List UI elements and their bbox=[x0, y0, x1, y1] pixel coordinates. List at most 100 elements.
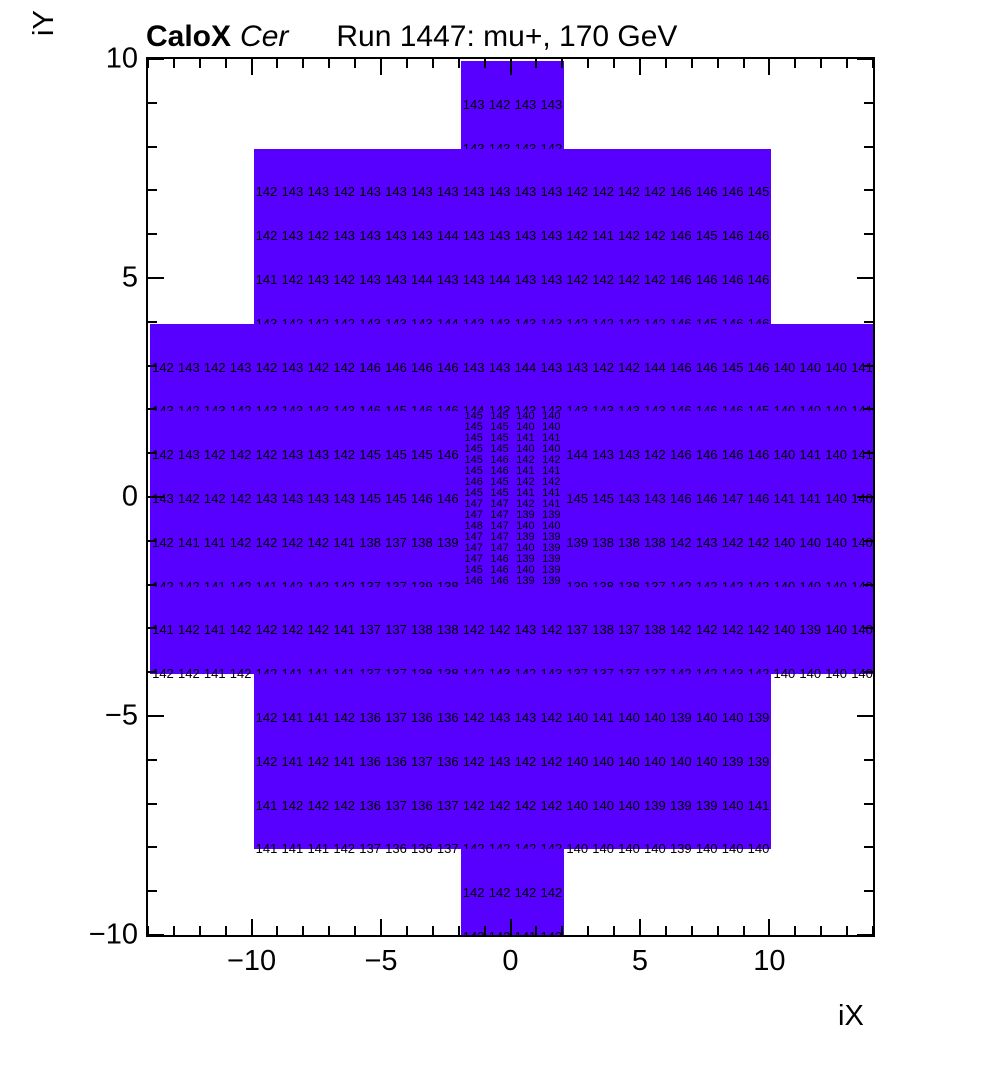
x-tick-mark bbox=[172, 59, 175, 68]
heat-region-upper-arm bbox=[253, 148, 772, 324]
heat-cell: 136 bbox=[436, 710, 459, 725]
y-tick-mark bbox=[857, 934, 873, 936]
heat-cell: 142 bbox=[255, 359, 278, 375]
x-tick-mark bbox=[250, 59, 253, 75]
heat-cell: 139 bbox=[516, 552, 535, 565]
heat-cell: 140 bbox=[516, 410, 535, 423]
heat-cell: 143 bbox=[514, 710, 537, 725]
heat-cell: 146 bbox=[695, 491, 718, 506]
heat-cell: 139 bbox=[542, 508, 561, 521]
heat-cell: 142 bbox=[644, 272, 666, 287]
heat-cell: 140 bbox=[825, 491, 847, 506]
heat-cell: 143 bbox=[281, 447, 304, 463]
y-tick-mark bbox=[864, 320, 873, 323]
heat-cell: 140 bbox=[799, 666, 822, 682]
heat-cell: 142 bbox=[644, 447, 666, 463]
x-tick-mark bbox=[587, 926, 590, 935]
y-tick-label: 5 bbox=[121, 261, 138, 294]
heat-cell: 142 bbox=[255, 753, 278, 769]
y-tick-mark bbox=[148, 758, 157, 761]
y-tick-mark bbox=[857, 715, 873, 717]
x-tick-mark bbox=[224, 59, 227, 68]
x-tick-mark bbox=[664, 926, 667, 935]
heat-cell: 138 bbox=[592, 534, 614, 550]
heat-cell: 142 bbox=[540, 797, 563, 813]
heat-cell: 139 bbox=[566, 534, 589, 550]
heat-cell: 146 bbox=[695, 272, 718, 287]
heat-cell: 142 bbox=[462, 885, 485, 901]
heat-cell: 142 bbox=[152, 666, 174, 682]
heat-cell: 138 bbox=[436, 622, 459, 638]
heat-cell: 146 bbox=[490, 552, 509, 565]
x-tick-mark bbox=[276, 926, 279, 935]
x-tick-mark bbox=[768, 919, 771, 935]
heat-cell: 141 bbox=[152, 622, 174, 638]
y-tick-mark bbox=[864, 189, 873, 192]
x-tick-mark bbox=[716, 59, 719, 68]
heat-cell: 146 bbox=[695, 184, 718, 200]
heat-cell: 142 bbox=[747, 534, 770, 550]
heat-cell: 146 bbox=[721, 228, 744, 244]
heat-cell: 140 bbox=[721, 797, 744, 813]
heat-cell: 142 bbox=[516, 454, 535, 467]
heat-cell: 147 bbox=[490, 497, 509, 510]
heat-cell: 143 bbox=[281, 184, 304, 200]
heat-cell: 140 bbox=[695, 710, 718, 725]
heat-region-top-tab bbox=[460, 61, 565, 149]
heat-cell: 142 bbox=[307, 534, 330, 550]
heat-cell: 139 bbox=[669, 841, 692, 857]
heat-cell: 141 bbox=[773, 491, 796, 506]
heat-cell: 140 bbox=[851, 666, 873, 682]
heat-cell: 141 bbox=[542, 497, 561, 510]
heat-cell: 139 bbox=[542, 552, 561, 565]
heat-cell: 143 bbox=[462, 359, 485, 375]
heat-cell: 143 bbox=[540, 272, 563, 287]
heat-cell: 146 bbox=[721, 272, 744, 287]
heat-cell: 142 bbox=[177, 622, 200, 638]
heat-cell: 145 bbox=[464, 487, 483, 500]
heat-cell: 142 bbox=[229, 447, 252, 463]
heat-cell: 146 bbox=[669, 184, 692, 200]
heat-cell: 140 bbox=[799, 534, 822, 550]
x-tick-mark bbox=[302, 59, 305, 68]
heat-cell: 140 bbox=[644, 841, 666, 857]
heat-cell: 142 bbox=[669, 622, 692, 638]
heat-cell: 136 bbox=[359, 753, 381, 769]
heat-cell: 141 bbox=[333, 534, 356, 550]
heat-cell: 141 bbox=[255, 797, 278, 813]
heat-cell: 140 bbox=[516, 443, 535, 456]
x-tick-label: −5 bbox=[364, 945, 398, 977]
heat-cell: 142 bbox=[566, 272, 589, 287]
heat-cell: 140 bbox=[542, 410, 561, 423]
heat-cell: 141 bbox=[333, 753, 356, 769]
heat-cell: 141 bbox=[281, 710, 304, 725]
heat-cell: 141 bbox=[516, 432, 535, 445]
heat-cell: 136 bbox=[411, 841, 433, 857]
y-tick-mark bbox=[148, 452, 157, 455]
heat-cell: 137 bbox=[385, 534, 407, 550]
heat-cell: 141 bbox=[307, 710, 330, 725]
y-tick-mark bbox=[864, 145, 873, 148]
heat-cell: 142 bbox=[203, 447, 226, 463]
x-tick-mark bbox=[354, 59, 357, 68]
y-tick-mark bbox=[148, 583, 157, 586]
heat-cell: 142 bbox=[307, 228, 330, 244]
x-tick-mark bbox=[431, 926, 434, 935]
y-tick-mark bbox=[148, 408, 157, 411]
heat-cell: 146 bbox=[464, 574, 483, 587]
heat-cell: 139 bbox=[799, 622, 822, 638]
x-tick-mark bbox=[302, 926, 305, 935]
heat-cell: 140 bbox=[773, 447, 796, 463]
heat-cell: 142 bbox=[152, 447, 174, 463]
heat-cell: 146 bbox=[721, 184, 744, 200]
heat-cell: 143 bbox=[540, 96, 563, 112]
x-tick-mark bbox=[561, 59, 564, 68]
heat-cell: 140 bbox=[799, 359, 822, 375]
heat-cell: 143 bbox=[436, 272, 459, 287]
heat-cell: 143 bbox=[566, 359, 589, 375]
heat-cell: 145 bbox=[490, 487, 509, 500]
heat-cell: 138 bbox=[644, 622, 666, 638]
heat-cell: 140 bbox=[542, 443, 561, 456]
heat-cell: 142 bbox=[516, 497, 535, 510]
x-tick-mark bbox=[405, 59, 408, 68]
